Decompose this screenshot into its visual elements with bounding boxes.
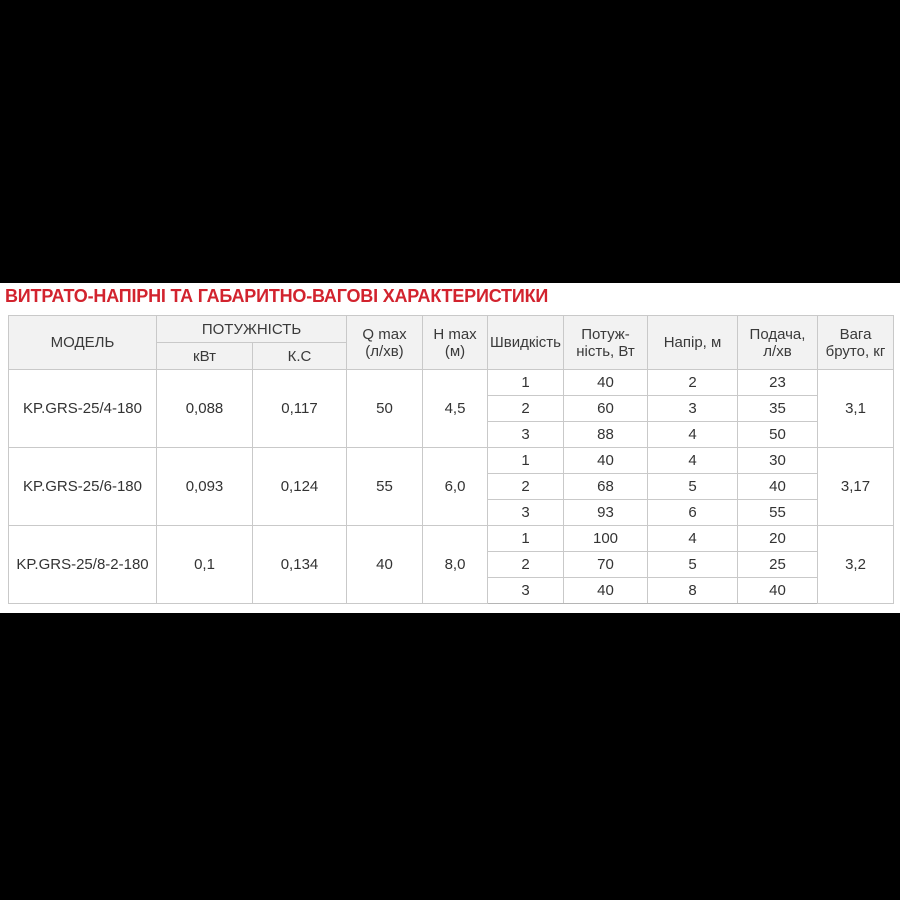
cell-head: 8: [647, 577, 738, 604]
cell-speed: 2: [487, 473, 564, 500]
cell-head: 4: [647, 525, 738, 552]
page-title: ВИТРАТО-НАПІРНІ ТА ГАБАРИТНО-ВАГОВІ ХАРА…: [5, 286, 549, 306]
table-row: 2 68 5 40: [9, 473, 894, 500]
cell-flow: 23: [737, 369, 818, 396]
col-header-power-w: Потуж- ність, Вт: [563, 315, 648, 370]
table-row: KP.GRS-25/6-180 0,093 0,124 55 6,0 1 40 …: [8, 447, 894, 526]
col-header-kw: кВт: [156, 342, 253, 370]
col-header-weight: Вага бруто, кг: [817, 315, 894, 370]
cell-speed: 3: [487, 499, 564, 526]
cell-flow: 40: [737, 577, 818, 604]
cell-head: 4: [647, 421, 738, 448]
cell-model: KP.GRS-25/8-2-180: [8, 525, 157, 604]
cell-model: KP.GRS-25/4-180: [8, 369, 157, 448]
col-header-flow: Подача, л/хв: [737, 315, 818, 370]
cell-weight: 3,2: [817, 525, 894, 604]
cell-head: 5: [647, 551, 738, 578]
col-header-hp: К.С: [252, 342, 347, 370]
cell-hp: 0,117: [252, 369, 347, 448]
table-row: 2 70 5 25: [9, 551, 894, 578]
col-header-hmax: H max (м): [422, 315, 488, 370]
cell-flow: 25: [737, 551, 818, 578]
cell-hp: 0,124: [252, 447, 347, 526]
cell-kw: 0,088: [156, 369, 253, 448]
cell-weight: 3,17: [817, 447, 894, 526]
cell-qmax: 50: [346, 369, 423, 448]
cell-speed: 1: [487, 447, 564, 474]
cell-speed: 3: [487, 421, 564, 448]
cell-speed: 3: [487, 577, 564, 604]
cell-head: 2: [647, 369, 738, 396]
cell-qmax: 40: [346, 525, 423, 604]
cell-flow: 35: [737, 395, 818, 422]
col-header-power-group: ПОТУЖНІСТЬ: [156, 315, 347, 343]
cell-speed: 2: [487, 551, 564, 578]
table-row: 3 88 4 50: [9, 421, 894, 448]
table-row: 3 40 8 40: [9, 577, 894, 604]
cell-flow: 20: [737, 525, 818, 552]
cell-speed: 1: [487, 525, 564, 552]
cell-head: 4: [647, 447, 738, 474]
cell-power: 68: [563, 473, 648, 500]
cell-model: KP.GRS-25/6-180: [8, 447, 157, 526]
cell-speed: 2: [487, 395, 564, 422]
cell-weight: 3,1: [817, 369, 894, 448]
cell-kw: 0,1: [156, 525, 253, 604]
cell-power: 40: [563, 447, 648, 474]
table-body: KP.GRS-25/4-180 0,088 0,117 50 4,5 1 40 …: [8, 369, 894, 604]
cell-speed: 1: [487, 369, 564, 396]
cell-hp: 0,134: [252, 525, 347, 604]
cell-flow: 30: [737, 447, 818, 474]
cell-power: 40: [563, 577, 648, 604]
content-panel: ВИТРАТО-НАПІРНІ ТА ГАБАРИТНО-ВАГОВІ ХАРА…: [0, 283, 900, 613]
table-row: 2 60 3 35: [9, 395, 894, 422]
col-header-model: МОДЕЛЬ: [8, 315, 157, 370]
col-header-qmax: Q max (л/хв): [346, 315, 423, 370]
table-header: МОДЕЛЬ ПОТУЖНІСТЬ Q max (л/хв) H max (м)…: [8, 315, 894, 370]
table-row: KP.GRS-25/4-180 0,088 0,117 50 4,5 1 40 …: [8, 369, 894, 448]
cell-flow: 55: [737, 499, 818, 526]
cell-power: 93: [563, 499, 648, 526]
cell-power: 88: [563, 421, 648, 448]
cell-flow: 50: [737, 421, 818, 448]
cell-hmax: 8,0: [422, 525, 488, 604]
col-header-head: Напір, м: [647, 315, 738, 370]
cell-qmax: 55: [346, 447, 423, 526]
cell-head: 6: [647, 499, 738, 526]
cell-head: 5: [647, 473, 738, 500]
cell-hmax: 4,5: [422, 369, 488, 448]
cell-power: 40: [563, 369, 648, 396]
cell-hmax: 6,0: [422, 447, 488, 526]
cell-head: 3: [647, 395, 738, 422]
col-header-speed: Швидкість: [487, 315, 564, 370]
cell-power: 100: [563, 525, 648, 552]
cell-kw: 0,093: [156, 447, 253, 526]
table-row: KP.GRS-25/8-2-180 0,1 0,134 40 8,0 1 100…: [8, 525, 894, 604]
cell-power: 60: [563, 395, 648, 422]
spec-table: МОДЕЛЬ ПОТУЖНІСТЬ Q max (л/хв) H max (м)…: [8, 315, 894, 604]
cell-flow: 40: [737, 473, 818, 500]
table-row: 3 93 6 55: [9, 499, 894, 526]
cell-power: 70: [563, 551, 648, 578]
